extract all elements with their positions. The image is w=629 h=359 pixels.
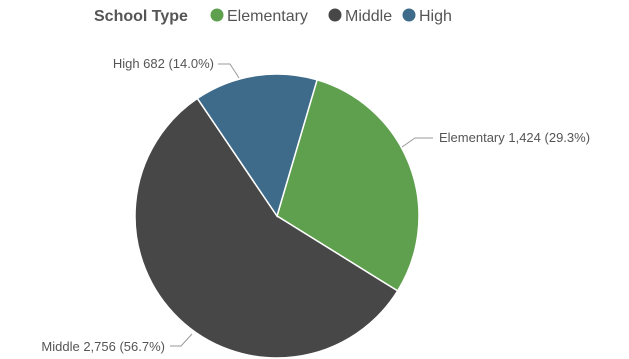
slice-label-elementary: Elementary 1,424 (29.3%) xyxy=(439,130,590,145)
slice-label-high: High 682 (14.0%) xyxy=(113,56,214,71)
pie-slices xyxy=(134,73,420,359)
legend-label-elementary: Elementary xyxy=(227,8,308,25)
leader-line-elementary xyxy=(401,137,433,148)
leader-line-middle xyxy=(170,333,193,347)
slice-label-middle: Middle 2,756 (56.7%) xyxy=(41,339,165,354)
legend-label-middle: Middle xyxy=(345,8,392,25)
leader-line-high xyxy=(218,63,240,79)
legend-item-high: High xyxy=(402,8,452,25)
pie-slice-high xyxy=(196,73,319,218)
legend-swatch-elementary xyxy=(210,8,224,22)
pie-slice-middle xyxy=(134,97,399,359)
legend: School Type Elementary Middle High xyxy=(94,8,452,25)
legend-label-high: High xyxy=(419,8,452,25)
legend-title: School Type xyxy=(94,8,188,25)
legend-item-middle: Middle xyxy=(328,8,392,25)
legend-item-elementary: Elementary xyxy=(210,8,308,25)
pie-slice-elementary xyxy=(276,78,420,292)
legend-swatch-middle xyxy=(328,8,342,22)
slice-labels: Elementary 1,424 (29.3%) Middle 2,756 (56… xyxy=(41,56,590,354)
legend-swatch-high xyxy=(402,8,416,22)
